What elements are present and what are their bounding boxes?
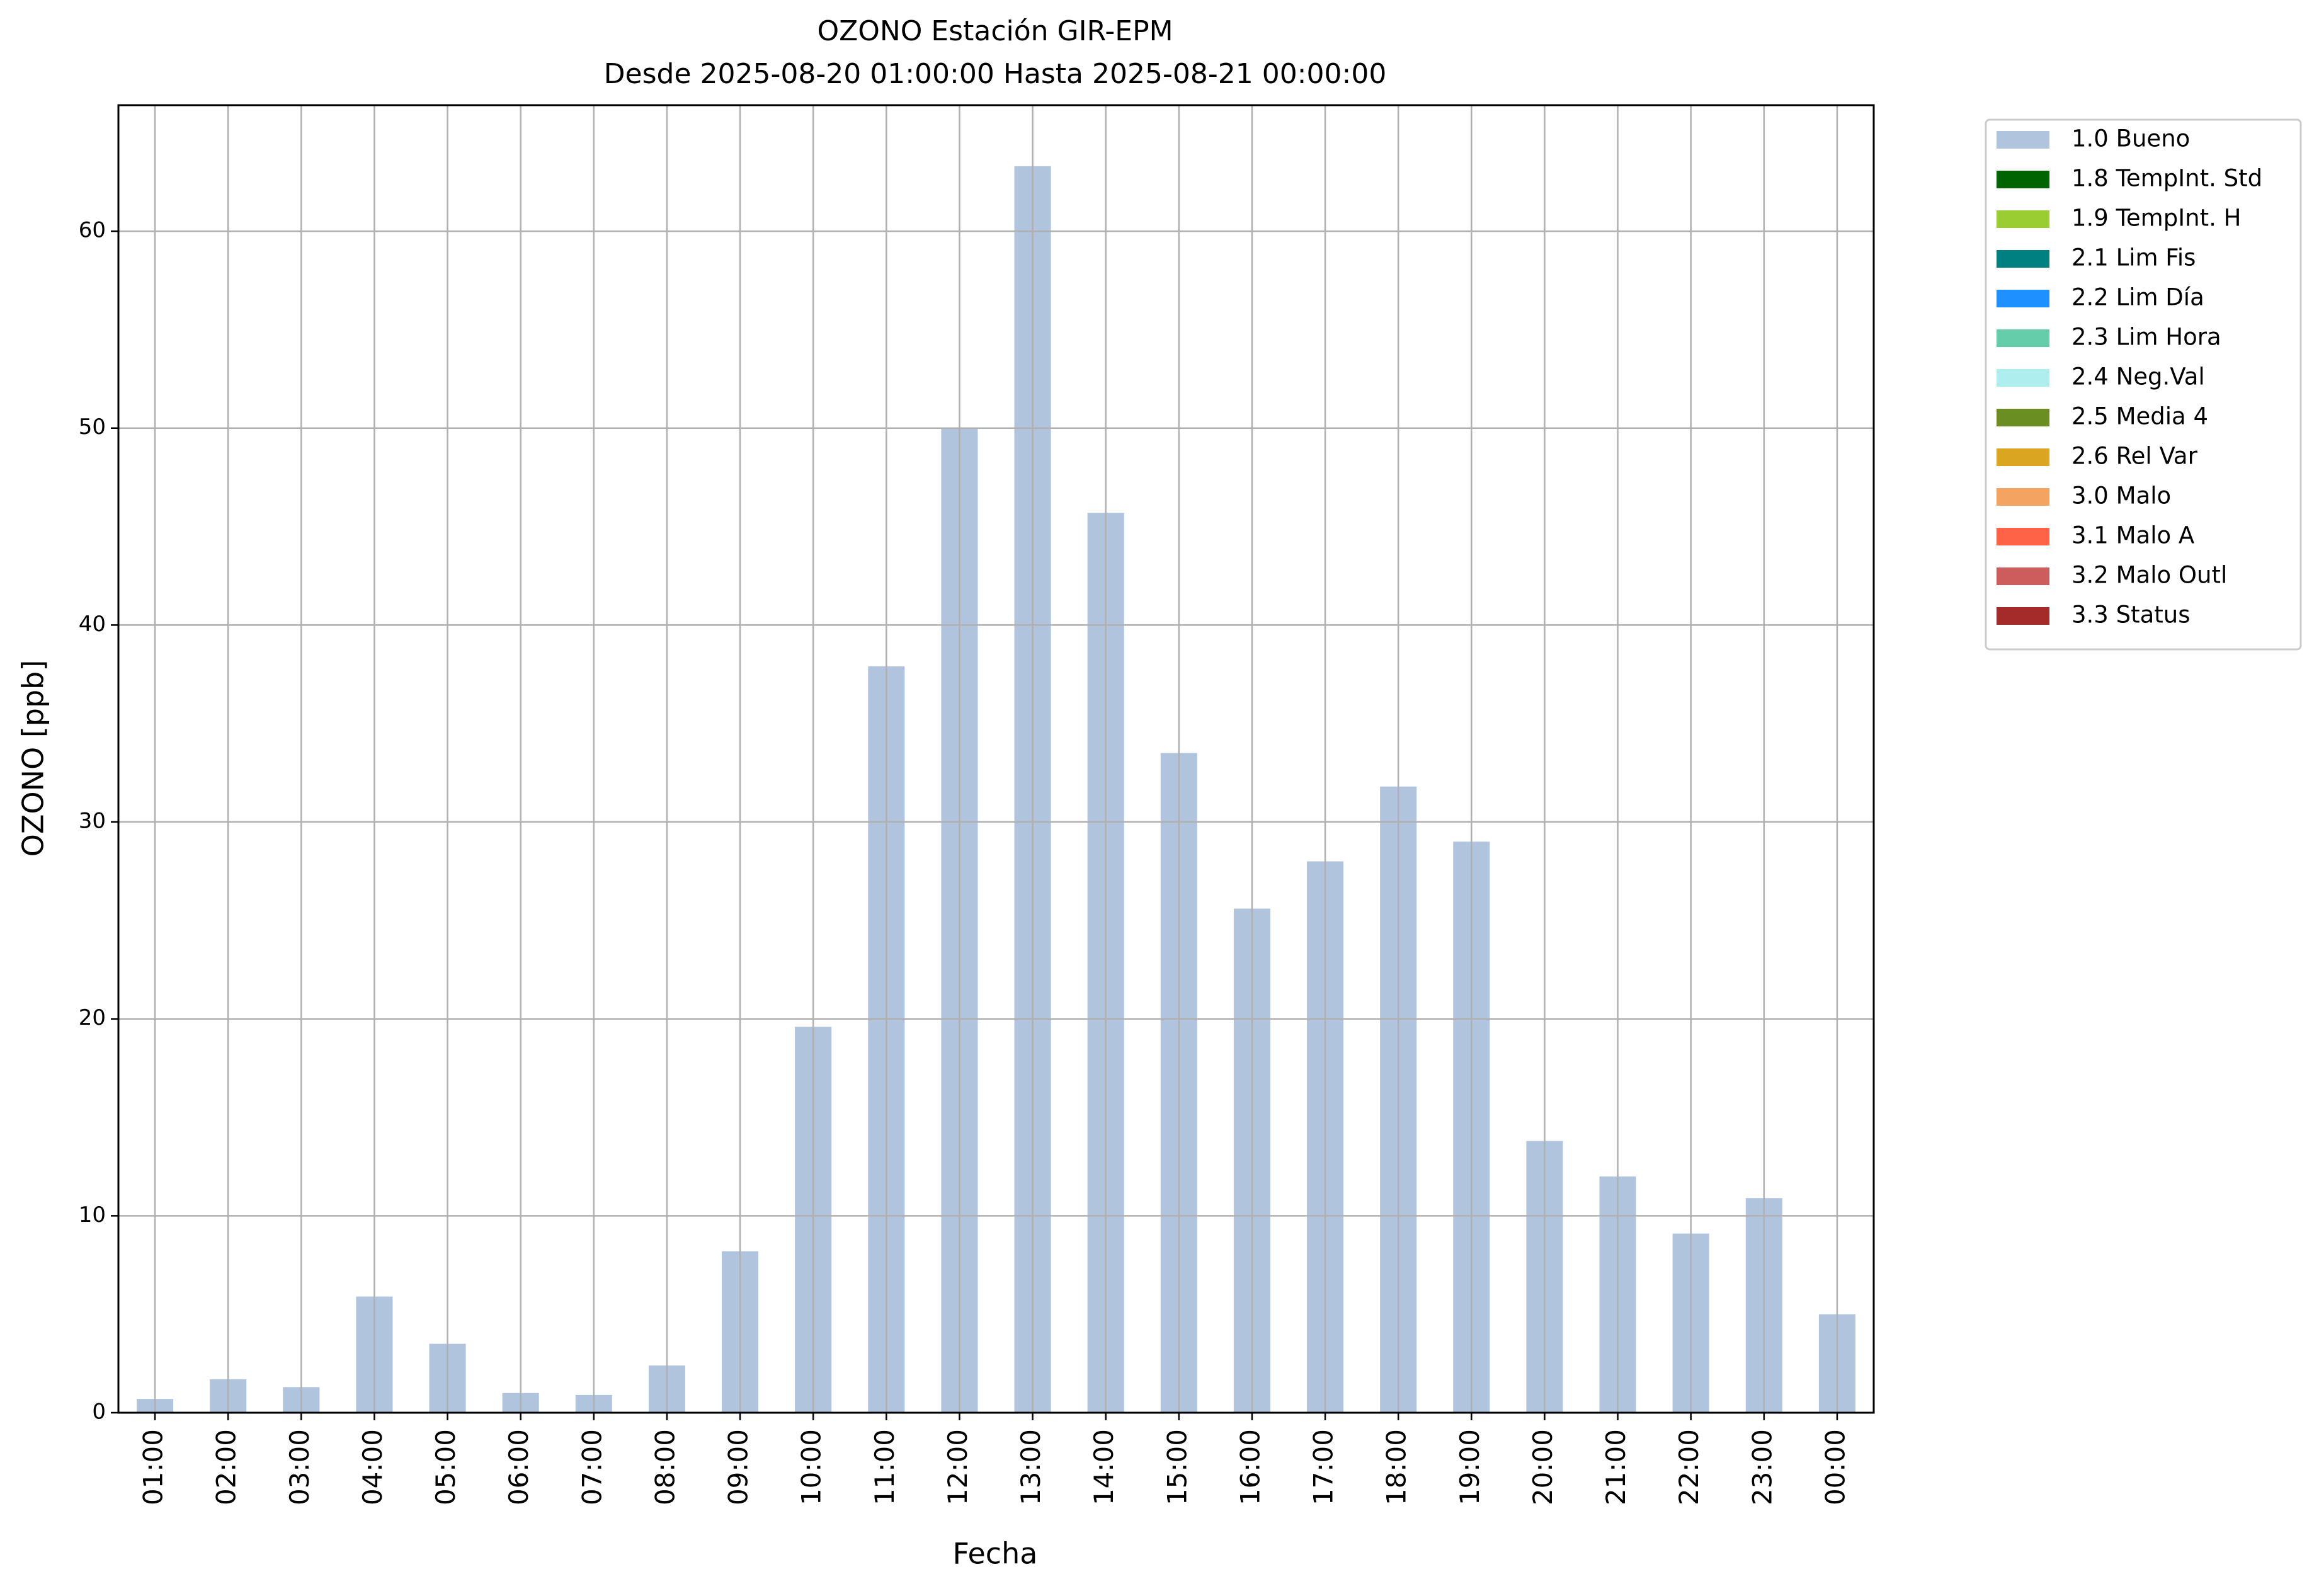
y-tick-label: 30 xyxy=(79,809,106,834)
legend-label: 2.6 Rel Var xyxy=(2071,443,2198,470)
x-tick-label: 10:00 xyxy=(796,1429,827,1505)
x-tick-label: 22:00 xyxy=(1673,1429,1704,1505)
x-tick-label: 18:00 xyxy=(1381,1429,1412,1505)
legend-label: 2.1 Lim Fis xyxy=(2071,244,2196,271)
x-tick-label: 14:00 xyxy=(1088,1429,1119,1505)
y-tick-label: 40 xyxy=(79,612,106,637)
x-tick-label: 17:00 xyxy=(1308,1429,1339,1505)
x-tick-label: 06:00 xyxy=(503,1429,534,1505)
plot-frame xyxy=(117,104,1875,1414)
legend-swatch xyxy=(1997,369,2049,387)
x-tick-label: 19:00 xyxy=(1454,1429,1485,1505)
legend-label: 2.3 Lim Hora xyxy=(2071,324,2221,351)
legend-label: 1.0 Bueno xyxy=(2071,125,2190,152)
y-axis-label: OZONO [ppb] xyxy=(16,660,50,857)
legend-label: 3.2 Malo Outl xyxy=(2071,562,2227,589)
legend-swatch xyxy=(1997,567,2049,585)
x-tick-label: 05:00 xyxy=(430,1429,461,1505)
x-tick-label: 23:00 xyxy=(1746,1429,1777,1505)
legend-label: 1.9 TempInt. H xyxy=(2071,205,2241,232)
x-tick-label: 09:00 xyxy=(723,1429,754,1505)
y-tick-label: 10 xyxy=(79,1202,106,1228)
x-tick-label: 21:00 xyxy=(1600,1429,1631,1505)
x-axis-label: Fecha xyxy=(953,1537,1038,1571)
x-tick-label: 04:00 xyxy=(357,1429,388,1505)
x-tick-label: 12:00 xyxy=(942,1429,973,1505)
legend-swatch xyxy=(1997,290,2049,307)
legend-label: 1.8 TempInt. Std xyxy=(2071,165,2262,192)
legend-label: 3.3 Status xyxy=(2071,601,2191,629)
legend-swatch xyxy=(1997,329,2049,347)
legend-swatch xyxy=(1997,409,2049,426)
y-tick-label: 50 xyxy=(79,414,106,440)
legend-swatch xyxy=(1997,210,2049,228)
x-tick-label: 03:00 xyxy=(284,1429,315,1505)
x-tick-label: 13:00 xyxy=(1015,1429,1046,1505)
x-tick-label: 01:00 xyxy=(138,1429,169,1505)
legend-swatch xyxy=(1997,131,2049,149)
grid xyxy=(118,105,1874,1414)
x-tick-label: 20:00 xyxy=(1527,1429,1558,1505)
legend-swatch xyxy=(1997,250,2049,268)
legend-swatch xyxy=(1997,607,2049,625)
legend-label: 2.4 Neg.Val xyxy=(2071,363,2205,390)
legend-box xyxy=(1985,118,2302,651)
legend-label: 2.2 Lim Día xyxy=(2071,284,2204,311)
y-tick-label: 20 xyxy=(79,1005,106,1030)
x-tick-label: 02:00 xyxy=(211,1429,242,1505)
legend-label: 2.5 Media 4 xyxy=(2071,403,2208,430)
x-tick-label: 16:00 xyxy=(1234,1429,1265,1505)
legend-label: 3.0 Malo xyxy=(2071,482,2171,510)
x-tick-label: 08:00 xyxy=(649,1429,680,1505)
legend-swatch xyxy=(1997,171,2049,188)
x-tick-label: 15:00 xyxy=(1161,1429,1192,1505)
x-tick-label: 11:00 xyxy=(869,1429,900,1505)
chart-subtitle: Desde 2025-08-20 01:00:00 Hasta 2025-08-… xyxy=(604,58,1387,90)
legend-swatch xyxy=(1997,488,2049,506)
chart-title: OZONO Estación GIR-EPM xyxy=(817,15,1173,47)
y-tick-label: 60 xyxy=(79,218,106,243)
x-tick-label: 07:00 xyxy=(576,1429,607,1505)
y-tick-label: 0 xyxy=(92,1399,106,1425)
legend-swatch xyxy=(1997,528,2049,545)
legend-label: 3.1 Malo A xyxy=(2071,522,2194,549)
legend-swatch xyxy=(1997,448,2049,466)
x-tick-label: 00:00 xyxy=(1820,1429,1850,1505)
